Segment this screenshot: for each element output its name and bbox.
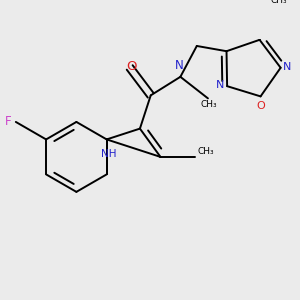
Text: NH: NH <box>101 148 116 159</box>
Text: F: F <box>5 115 11 128</box>
Text: CH₃: CH₃ <box>271 0 287 4</box>
Text: CH₃: CH₃ <box>197 147 214 156</box>
Text: N: N <box>175 59 184 72</box>
Text: N: N <box>216 80 224 90</box>
Text: O: O <box>256 101 265 111</box>
Text: O: O <box>126 60 136 73</box>
Text: N: N <box>283 62 291 72</box>
Text: CH₃: CH₃ <box>200 100 217 109</box>
